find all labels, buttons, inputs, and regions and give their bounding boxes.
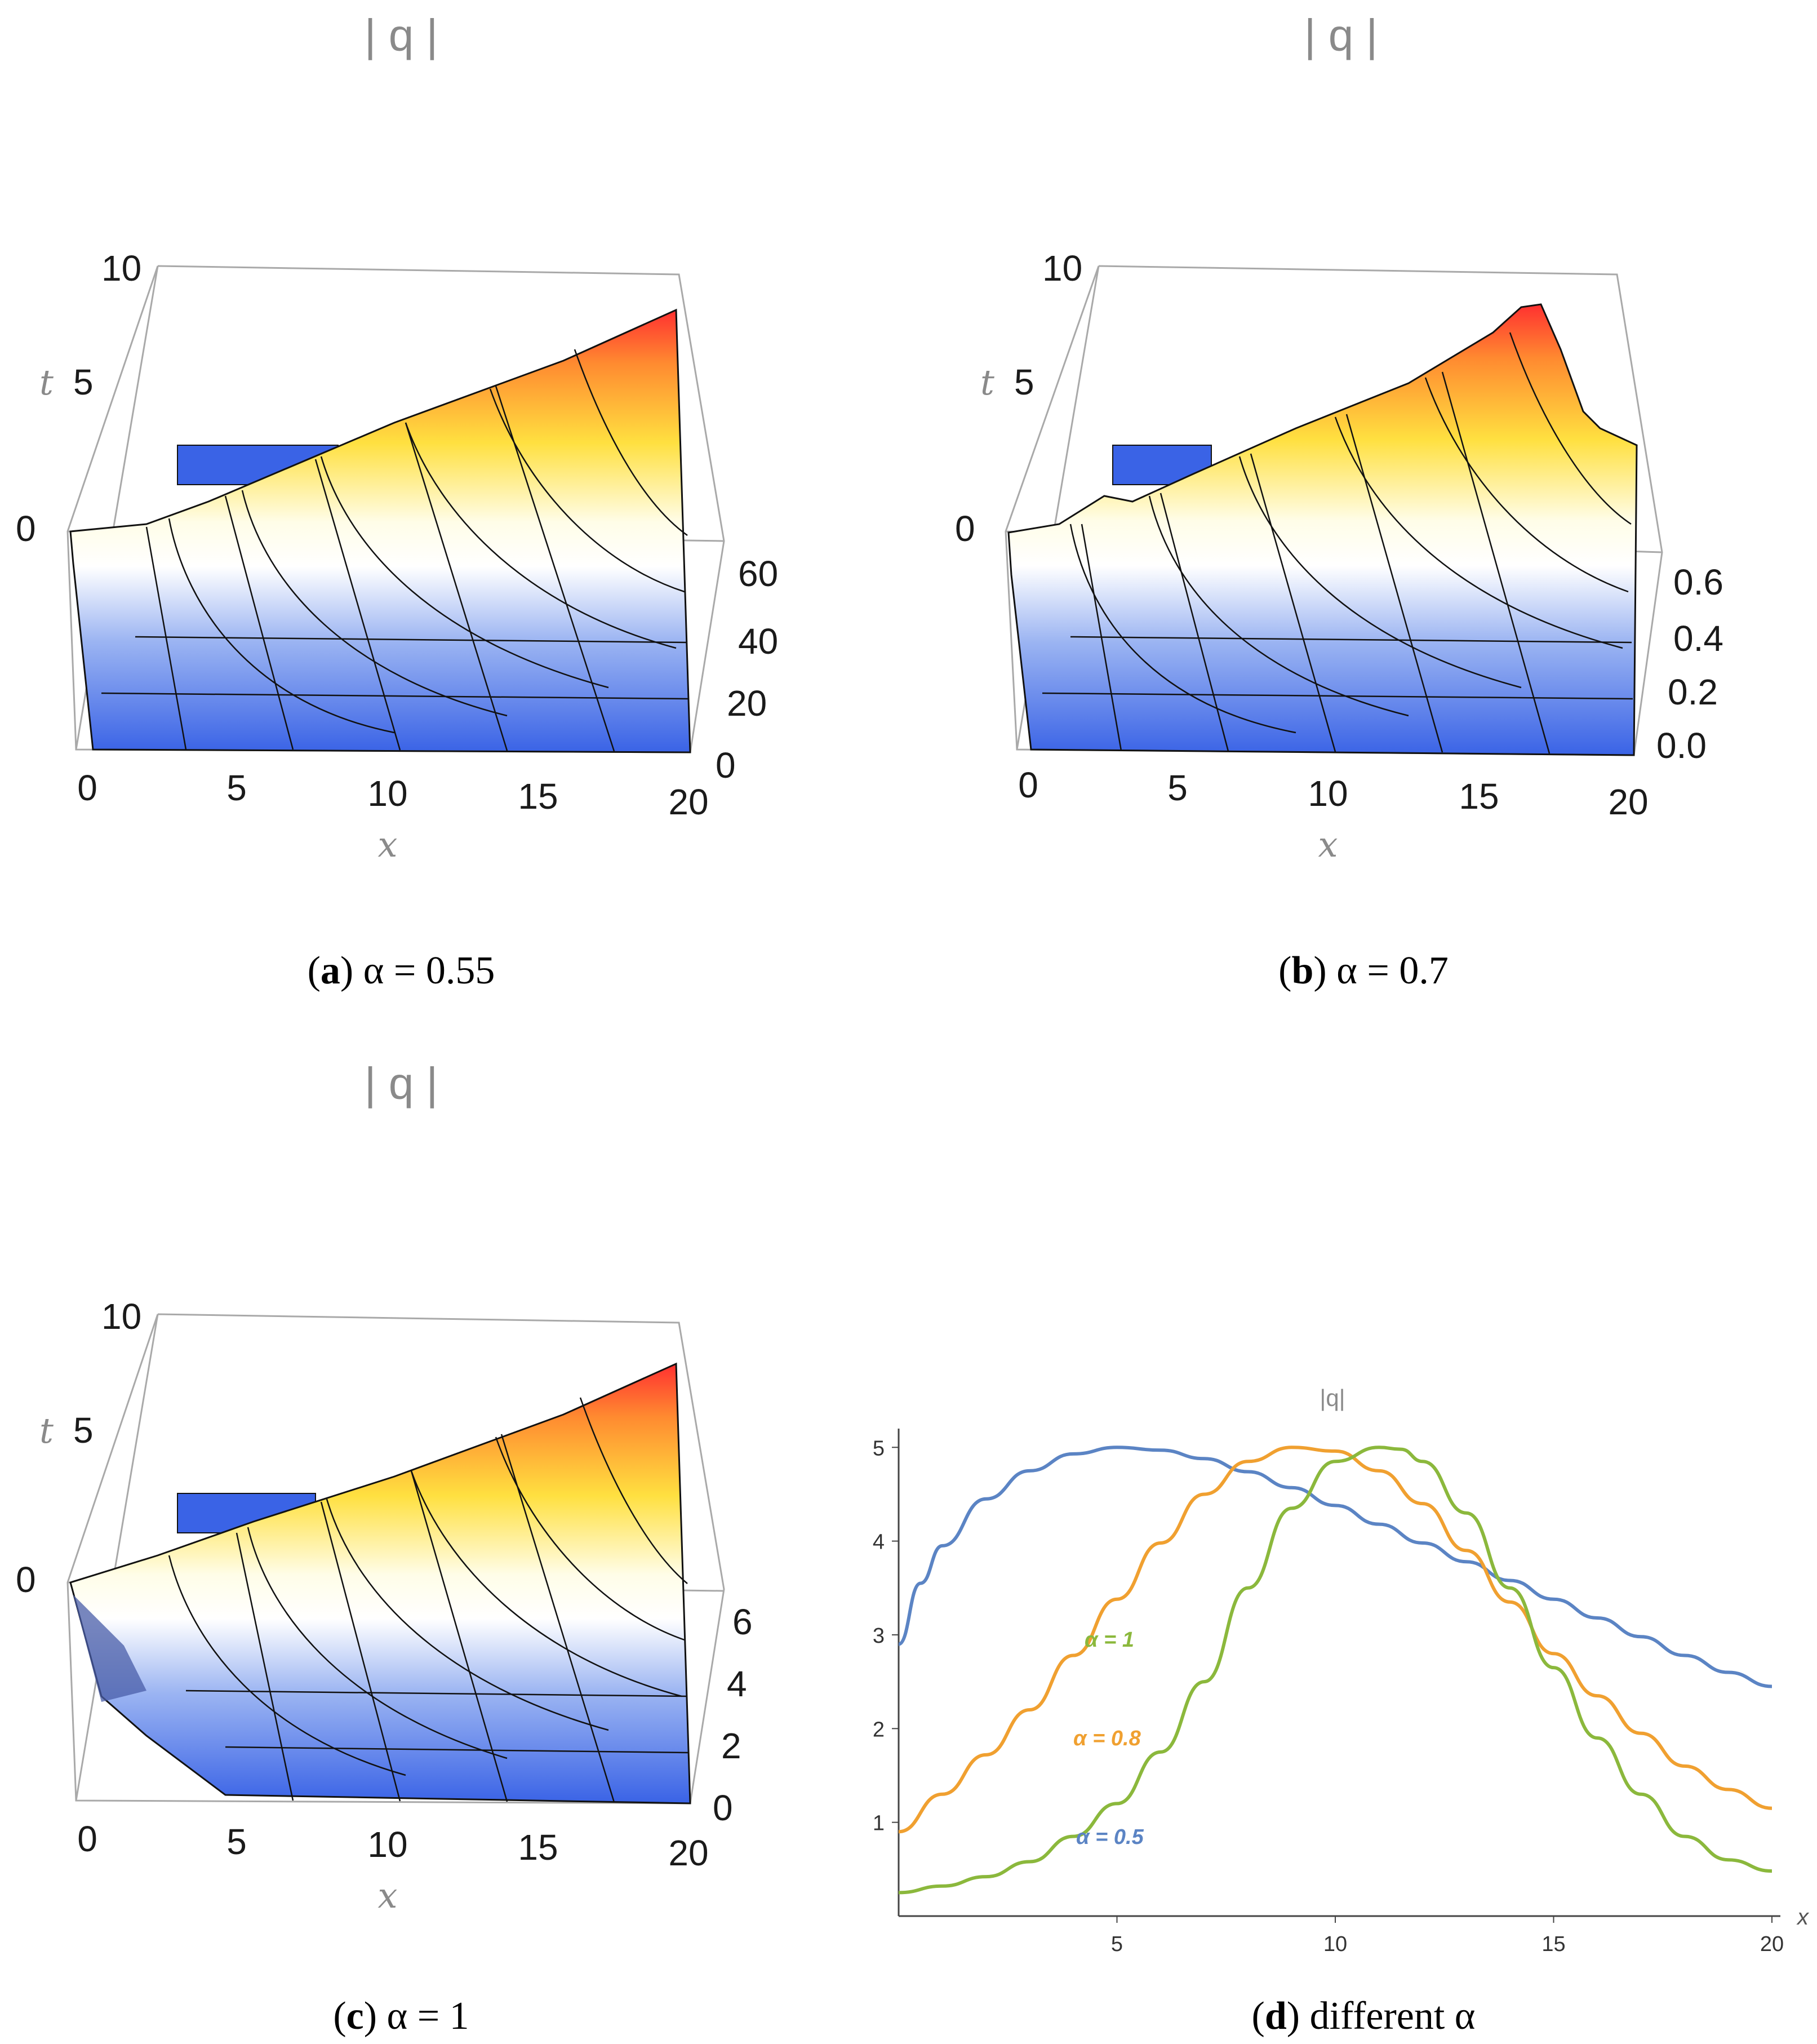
t-tick-label: 0 [16, 508, 36, 549]
x-tick-label: 20 [1760, 1932, 1784, 1956]
t-axis-label: t [980, 362, 994, 403]
x-tick-label: 0 [1018, 765, 1038, 805]
x-axis-label: x [1796, 1905, 1810, 1930]
caption-text: different α [1310, 1994, 1476, 2038]
z-tick-label: 6 [732, 1602, 753, 1642]
series-line-alpha-0.8 [898, 1446, 1772, 1834]
panel-c-mesh [168, 1397, 689, 1803]
caption-expr: α = 1 [387, 1994, 469, 2038]
panel-b-t-ticks: 10 5 0 t [955, 248, 1082, 549]
series-label-a1: α = 1 [1085, 1628, 1134, 1652]
panel-c: | q | 10 5 0 t [16, 1058, 753, 2038]
x-tick-label: 5 [226, 1821, 247, 1862]
x-tick-label: 0 [77, 1819, 97, 1859]
x-ticks: 5 10 15 20 [1111, 1916, 1784, 1956]
x-tick-label: 20 [668, 1833, 708, 1873]
caption-expr: α = 0.7 [1336, 949, 1449, 992]
z-tick-label: 0.2 [1668, 672, 1718, 712]
panel-b-mesh [1042, 332, 1633, 754]
t-tick-label: 0 [955, 508, 975, 549]
x-tick-label: 5 [226, 768, 247, 808]
panel-a-surface [69, 308, 691, 753]
panel-b-surface [1007, 303, 1638, 756]
x-axis-label: x [378, 824, 398, 865]
y-tick-label: 2 [873, 1718, 885, 1741]
panel-c-z-ticks: 6 4 2 0 [713, 1602, 753, 1828]
panel-c-title: | q | [365, 1058, 438, 1109]
x-tick-label: 15 [1541, 1932, 1565, 1956]
series-label-a05: α = 0.5 [1076, 1825, 1144, 1849]
panel-b-z-ticks: 0.6 0.4 0.2 0.0 [1656, 562, 1723, 766]
x-tick-label: 20 [1608, 782, 1648, 822]
y-tick-label: 5 [873, 1436, 885, 1460]
z-tick-label: 0.6 [1673, 562, 1723, 602]
panel-a-mesh [101, 349, 689, 752]
t-tick-label: 10 [1042, 248, 1082, 289]
t-tick-label: 10 [101, 1296, 141, 1337]
panel-b: | q | 10 5 0 t [955, 10, 1723, 992]
panel-b-title: | q | [1304, 10, 1378, 60]
panel-c-caption: (c) α = 1 [333, 1994, 469, 2038]
x-tick-label: 5 [1167, 768, 1188, 808]
y-tick-label: 4 [873, 1531, 885, 1554]
x-tick-label: 10 [367, 773, 407, 814]
z-tick-label: 0 [716, 745, 736, 786]
panel-d-caption: (d) different α [1252, 1994, 1476, 2038]
t-tick-label: 5 [73, 362, 94, 402]
panel-d: |q| 5 10 15 20 1 2 3 4 5 x α = 1 α = 0.8 α = 0.… [873, 1385, 1810, 2038]
z-tick-label: 20 [727, 683, 767, 724]
t-tick-label: 5 [1014, 362, 1034, 402]
x-axis-label: x [1318, 824, 1338, 865]
x-tick-label: 10 [1308, 773, 1348, 814]
x-tick-label: 20 [668, 782, 708, 822]
panel-b-x-ticks: 0 5 10 15 20 x [1018, 765, 1648, 865]
panel-a-caption: (a) α = 0.55 [308, 949, 495, 992]
t-tick-label: 0 [16, 1559, 36, 1600]
panel-c-shadow [73, 1595, 146, 1702]
y-tick-label: 3 [873, 1624, 885, 1648]
z-tick-label: 4 [727, 1664, 747, 1704]
z-tick-label: 40 [738, 621, 778, 662]
panel-a-title: | q | [365, 10, 438, 60]
x-tick-label: 15 [1459, 776, 1499, 817]
panel-a-t-ticks: 10 5 0 t [16, 248, 141, 549]
caption-letter: c [346, 1994, 364, 2038]
caption-letter: b [1291, 949, 1313, 992]
z-tick-label: 0.4 [1673, 618, 1723, 659]
panel-c-surface [69, 1362, 691, 1804]
t-axis-label: t [39, 1410, 54, 1451]
x-axis-label: x [378, 1875, 398, 1916]
panel-c-t-ticks: 10 5 0 t [16, 1296, 141, 1600]
panel-a-x-ticks: 0 5 10 15 20 x [77, 768, 708, 865]
x-tick-label: 15 [518, 776, 558, 817]
series-line-alpha-0.5 [898, 1446, 1772, 1688]
z-tick-label: 2 [721, 1726, 741, 1766]
x-tick-label: 15 [518, 1827, 558, 1868]
panel-a: | q | 10 5 0 t [16, 10, 778, 992]
t-axis-label: t [39, 362, 54, 403]
series-label-a08: α = 0.8 [1073, 1727, 1141, 1750]
caption-letter: a [321, 949, 340, 992]
z-tick-label: 0 [713, 1788, 733, 1828]
series-labels: α = 1 α = 0.8 α = 0.5 [1073, 1628, 1144, 1849]
x-tick-label: 10 [367, 1824, 407, 1865]
x-tick-label: 10 [1323, 1932, 1347, 1956]
panel-c-x-ticks: 0 5 10 15 20 x [77, 1819, 708, 1916]
caption-letter: d [1265, 1994, 1287, 2038]
t-tick-label: 5 [73, 1410, 94, 1451]
z-tick-label: 0.0 [1656, 725, 1707, 766]
t-tick-label: 10 [101, 248, 141, 289]
panel-b-caption: (b) α = 0.7 [1278, 949, 1449, 992]
series-line-alpha-1 [898, 1446, 1772, 1895]
x-tick-label: 5 [1111, 1932, 1123, 1956]
panel-a-z-ticks: 60 40 20 0 [716, 553, 778, 786]
y-ticks: 1 2 3 4 5 [873, 1436, 899, 1835]
caption-expr: α = 0.55 [363, 949, 495, 992]
z-tick-label: 60 [738, 553, 778, 594]
x-tick-label: 0 [77, 768, 97, 808]
series-lines [898, 1446, 1772, 1895]
y-tick-label: 1 [873, 1812, 885, 1835]
chart-title: |q| [1320, 1385, 1345, 1411]
